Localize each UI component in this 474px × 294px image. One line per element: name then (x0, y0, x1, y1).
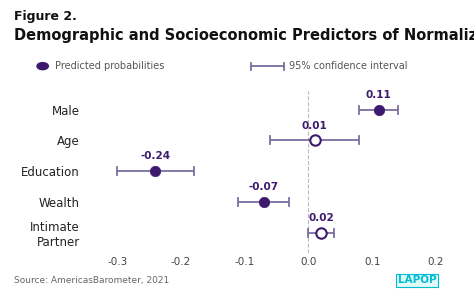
Text: 0.02: 0.02 (308, 213, 334, 223)
Text: 0.01: 0.01 (302, 121, 328, 131)
Text: 95% confidence interval: 95% confidence interval (289, 61, 408, 71)
Text: Figure 2.: Figure 2. (14, 10, 77, 23)
Text: 0.11: 0.11 (365, 90, 392, 100)
Text: Predicted probabilities: Predicted probabilities (55, 61, 164, 71)
Text: -0.24: -0.24 (140, 151, 171, 161)
Text: Source: AmericasBarometer, 2021: Source: AmericasBarometer, 2021 (14, 276, 170, 285)
Text: -0.07: -0.07 (249, 182, 279, 192)
Text: Demographic and Socioeconomic Predictors of Normalizing IPV: Demographic and Socioeconomic Predictors… (14, 28, 474, 43)
Text: LAPOP: LAPOP (398, 275, 437, 285)
